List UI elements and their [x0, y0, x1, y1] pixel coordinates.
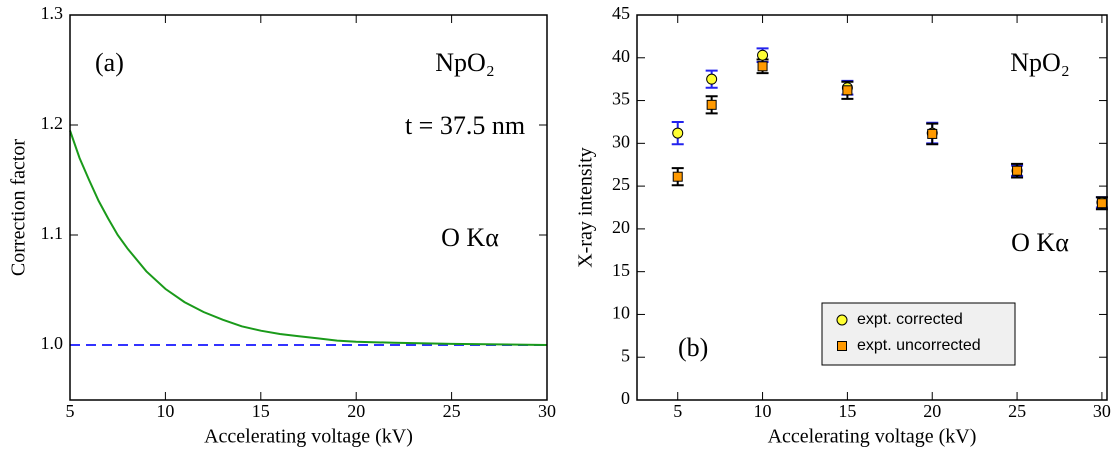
- y-tick-label: 1.0: [41, 333, 64, 353]
- point: [927, 128, 938, 139]
- y-axis-label: X-ray intensity: [575, 147, 597, 268]
- point: [1096, 198, 1107, 209]
- y-tick-label: 35: [612, 89, 630, 109]
- x-tick-label: 30: [1093, 401, 1111, 421]
- point: [1012, 165, 1023, 176]
- annotation: O Kα: [441, 223, 499, 252]
- annotation: NpO₂: [1010, 48, 1070, 77]
- x-tick-label: 25: [1008, 401, 1026, 421]
- annotation: NpO₂: [435, 48, 495, 77]
- x-tick-label: 10: [156, 401, 174, 421]
- y-tick-label: 30: [612, 131, 630, 151]
- y-tick-label: 1.3: [41, 3, 64, 23]
- y-tick-label: 40: [612, 46, 630, 66]
- legend-marker: [836, 314, 848, 326]
- annotation: t = 37.5 nm: [405, 111, 525, 140]
- x-axis-label: Accelerating voltage (kV): [204, 426, 413, 448]
- x-tick-label: 5: [66, 401, 75, 421]
- x-tick-label: 5: [673, 401, 682, 421]
- y-tick-label: 15: [612, 260, 630, 280]
- x-axis-label: Accelerating voltage (kV): [768, 426, 977, 448]
- annotation: (b): [678, 333, 708, 362]
- point: [672, 127, 684, 139]
- y-tick-label: 1.1: [41, 223, 64, 243]
- y-axis-label: Correction factor: [8, 139, 30, 276]
- y-tick-label: 1.2: [41, 113, 64, 133]
- x-tick-label: 10: [754, 401, 772, 421]
- point: [842, 85, 853, 96]
- legend-label: expt. uncorrected: [857, 337, 981, 354]
- legend-marker: [837, 341, 847, 351]
- plot-frame: [636, 14, 1108, 401]
- x-tick-label: 20: [923, 401, 941, 421]
- x-tick-label: 15: [838, 401, 856, 421]
- x-tick-label: 25: [443, 401, 461, 421]
- legend-label: expt. corrected: [857, 311, 963, 328]
- y-tick-label: 45: [612, 3, 630, 23]
- plot-frame: [69, 14, 548, 401]
- y-tick-label: 0: [621, 388, 630, 408]
- y-tick-label: 20: [612, 217, 630, 237]
- annotation: O Kα: [1011, 228, 1069, 257]
- point: [706, 99, 717, 110]
- x-tick-label: 20: [347, 401, 365, 421]
- y-tick-label: 5: [621, 345, 630, 365]
- annotation: (a): [95, 48, 124, 77]
- point: [757, 49, 769, 61]
- y-tick-label: 10: [612, 303, 630, 323]
- point: [706, 73, 718, 85]
- x-tick-label: 15: [252, 401, 270, 421]
- legend-box: [821, 302, 1016, 366]
- curve: [69, 130, 548, 346]
- y-tick-label: 25: [612, 174, 630, 194]
- point: [672, 171, 683, 182]
- x-tick-label: 30: [538, 401, 556, 421]
- point: [757, 61, 768, 72]
